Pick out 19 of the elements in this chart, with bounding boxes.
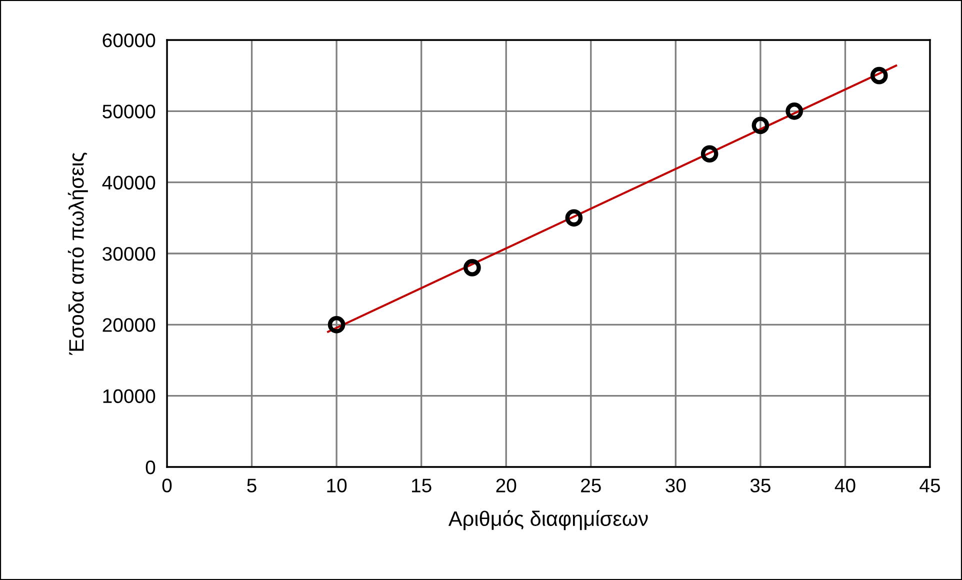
y-tick-label: 40000 [102, 176, 156, 190]
y-tick-label: 50000 [102, 104, 156, 118]
x-tick-label: 40 [834, 478, 856, 492]
y-axis-title: Έσοδα από πωλήσεις [68, 152, 88, 355]
y-tick-label: 10000 [103, 389, 156, 404]
y-tick-label: 30000 [102, 246, 156, 261]
x-tick-label: 20 [496, 478, 516, 492]
y-tick-label: 0 [146, 460, 156, 474]
y-tick-label: 20000 [102, 318, 156, 332]
x-tick-label: 15 [412, 478, 432, 492]
x-tick-label: 30 [666, 478, 686, 492]
x-tick-label: 0 [162, 478, 172, 492]
x-tick-label: 5 [247, 478, 256, 492]
x-tick-label: 35 [750, 478, 770, 492]
y-tick-label: 60000 [102, 33, 156, 48]
x-tick-label: 45 [920, 478, 940, 492]
x-tick-label: 10 [327, 478, 347, 492]
x-axis-title: Αριθμός διαφημίσεων [448, 510, 648, 530]
x-tick-label: 25 [581, 478, 601, 492]
